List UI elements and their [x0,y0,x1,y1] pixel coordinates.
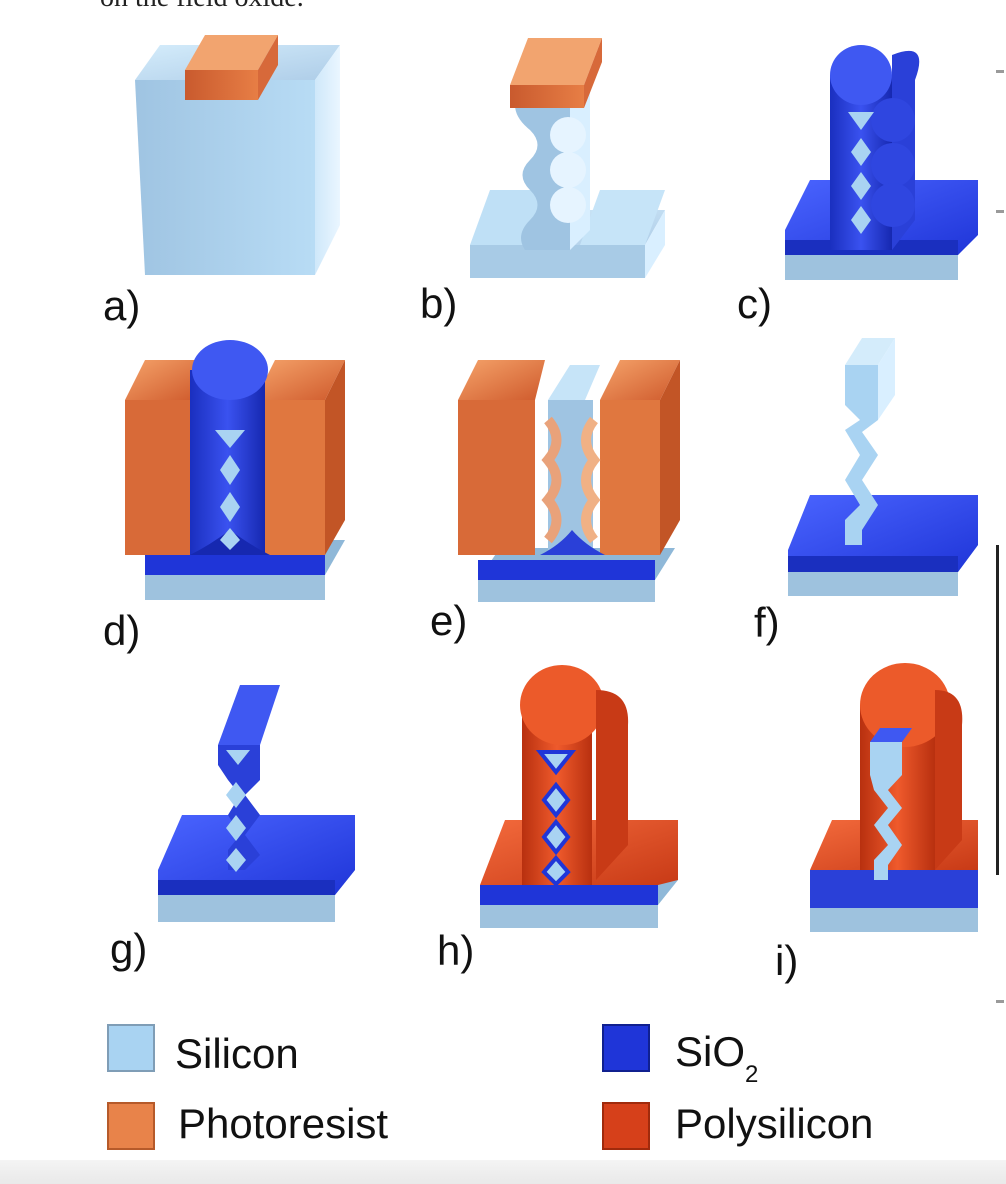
legend-label-sio2-main: SiO [675,1028,745,1075]
edge-mark [996,1000,1004,1003]
panel-h-illustration [480,665,678,928]
panel-label-d: d) [103,607,140,654]
panel-label-a: a) [103,282,140,329]
edge-mark [996,210,1004,213]
panel-e-illustration [458,360,680,602]
legend-label-sio2: SiO2 [675,1028,758,1088]
legend-swatch-photoresist [107,1102,155,1150]
panel-g-illustration [158,685,355,922]
panel-c-illustration [785,45,978,280]
panel-f-illustration [788,338,978,596]
panel-i-illustration [810,663,978,932]
panel-label-g: g) [110,925,147,972]
panel-label-h: h) [437,927,474,974]
legend-swatch-sio2 [602,1024,650,1072]
panel-label-c: c) [737,280,772,327]
legend-swatch-silicon [107,1024,155,1072]
legend-label-silicon: Silicon [175,1030,299,1077]
panel-label-i: i) [775,937,798,984]
panel-label-e: e) [430,597,467,644]
legend-label-polysilicon: Polysilicon [675,1100,873,1147]
legend-label-photoresist: Photoresist [178,1100,388,1147]
edge-mark [996,545,999,875]
panel-a-illustration [135,35,340,275]
bottom-scroll-area[interactable] [0,1160,1006,1184]
panel-b-illustration [470,38,665,278]
panel-d-illustration [125,340,345,600]
legend-swatch-polysilicon [602,1102,650,1150]
panel-label-f: f) [754,599,780,646]
edge-mark [996,70,1004,73]
header-partial-text: on the field oxide. [100,0,304,14]
legend: Silicon Photoresist SiO2 Polysilicon [107,1024,873,1150]
panel-label-b: b) [420,280,457,327]
legend-label-sio2-subscript: 2 [745,1061,758,1088]
